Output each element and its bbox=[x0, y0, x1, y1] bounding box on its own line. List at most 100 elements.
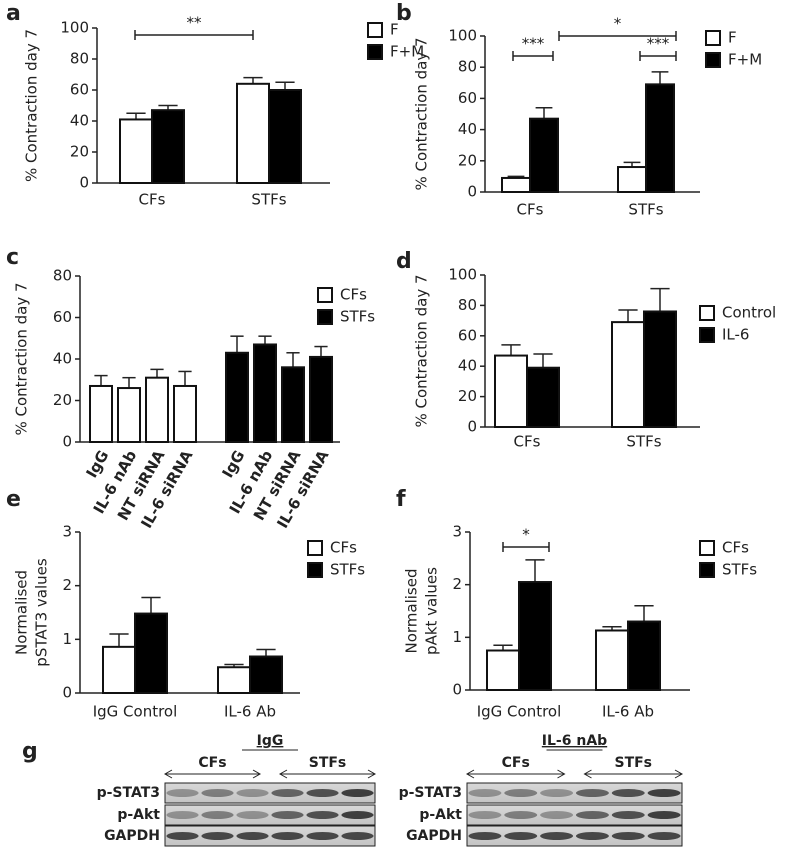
bar bbox=[501, 176, 531, 194]
legend-label: F bbox=[390, 21, 399, 39]
blot-band bbox=[341, 811, 374, 819]
blot-band bbox=[166, 789, 199, 797]
y-tick-label: 60 bbox=[458, 89, 477, 107]
blot-band bbox=[504, 789, 538, 797]
bar bbox=[236, 82, 270, 184]
group-label: CFs bbox=[502, 755, 530, 771]
x-tick-label: CFs bbox=[139, 191, 166, 209]
blot-band bbox=[306, 811, 339, 819]
x-tick-label: STFs bbox=[626, 433, 661, 451]
y-tick-label: 60 bbox=[458, 326, 477, 344]
y-axis-label: pSTAT3 values bbox=[33, 558, 51, 667]
bar bbox=[173, 384, 197, 444]
panel-letter: c bbox=[6, 245, 19, 270]
bar bbox=[102, 645, 136, 695]
blot-band bbox=[611, 789, 645, 797]
y-tick-label: 20 bbox=[70, 143, 89, 161]
x-tick-label: CFs bbox=[517, 201, 544, 219]
bar bbox=[518, 581, 552, 691]
blot-band bbox=[201, 811, 234, 819]
y-tick-label: 2 bbox=[452, 575, 462, 593]
blot-strip bbox=[466, 825, 683, 847]
blot-band bbox=[575, 832, 609, 840]
blot-band bbox=[166, 811, 199, 819]
legend-swatch bbox=[705, 30, 721, 46]
panel-letter: a bbox=[6, 1, 21, 26]
legend-label: STFs bbox=[340, 308, 375, 326]
legend-label: STFs bbox=[330, 561, 365, 579]
y-axis-label: pAkt values bbox=[423, 567, 441, 655]
legend-swatch bbox=[699, 540, 715, 556]
y-tick-label: 80 bbox=[53, 267, 72, 285]
bar bbox=[145, 376, 169, 443]
legend-label: F bbox=[728, 29, 737, 47]
blot-band bbox=[236, 811, 269, 819]
y-tick-label: 100 bbox=[448, 27, 477, 45]
bar bbox=[225, 351, 249, 443]
arrow-head bbox=[278, 769, 377, 779]
blot-band bbox=[306, 789, 339, 797]
panel-letter: b bbox=[396, 1, 412, 26]
blot-title: IL-6 nAb bbox=[542, 733, 607, 749]
blot-band bbox=[271, 832, 304, 840]
blot-band bbox=[647, 832, 681, 840]
y-tick-label: 0 bbox=[62, 684, 72, 702]
legend-swatch bbox=[317, 287, 333, 303]
blot-band bbox=[271, 789, 304, 797]
bar bbox=[309, 355, 333, 443]
blot-band bbox=[468, 789, 502, 797]
legend-label: F+M bbox=[390, 43, 424, 61]
blot-band bbox=[540, 789, 574, 797]
y-tick-label: 0 bbox=[467, 418, 477, 436]
y-tick-label: 100 bbox=[448, 266, 477, 284]
group-label: CFs bbox=[198, 755, 226, 771]
significance-label: *** bbox=[522, 35, 545, 53]
blot-band bbox=[647, 789, 681, 797]
y-axis-label: % Contraction day 7 bbox=[413, 274, 431, 427]
blot-band bbox=[201, 832, 234, 840]
bar bbox=[526, 366, 560, 428]
significance-label: * bbox=[614, 15, 622, 33]
significance-label: *** bbox=[647, 35, 670, 53]
y-tick-label: 20 bbox=[458, 151, 477, 169]
blot-band bbox=[271, 811, 304, 819]
blot-band bbox=[611, 811, 645, 819]
bar bbox=[486, 649, 520, 691]
bar bbox=[529, 117, 559, 193]
legend-label: CFs bbox=[722, 539, 749, 557]
legend-label: CFs bbox=[330, 539, 357, 557]
row-label: GAPDH bbox=[104, 828, 160, 844]
legend-swatch bbox=[705, 52, 721, 68]
panel-letter: e bbox=[6, 487, 21, 512]
group-label: STFs bbox=[309, 755, 347, 771]
blot-band bbox=[341, 832, 374, 840]
legend-label: F+M bbox=[728, 51, 762, 69]
blot-band bbox=[575, 811, 609, 819]
x-tick-label: IL-6 Ab bbox=[224, 703, 276, 721]
y-axis-label: % Contraction day 7 bbox=[13, 282, 31, 435]
blot-band bbox=[306, 832, 339, 840]
legend-swatch bbox=[367, 44, 383, 60]
y-tick-label: 1 bbox=[452, 628, 462, 646]
y-tick-label: 40 bbox=[458, 120, 477, 138]
legend-label: STFs bbox=[722, 561, 757, 579]
y-tick-label: 0 bbox=[467, 183, 477, 201]
blot-band bbox=[166, 832, 199, 840]
y-tick-label: 100 bbox=[60, 19, 89, 37]
y-tick-label: 80 bbox=[458, 296, 477, 314]
x-tick-label: IgG Control bbox=[477, 703, 562, 721]
y-tick-label: 2 bbox=[62, 576, 72, 594]
y-tick-label: 3 bbox=[452, 523, 462, 541]
bar bbox=[134, 612, 168, 694]
arrow-head bbox=[163, 769, 262, 779]
legend-swatch bbox=[317, 309, 333, 325]
blot-band bbox=[468, 811, 502, 819]
legend-label: CFs bbox=[340, 286, 367, 304]
y-tick-label: 0 bbox=[62, 433, 72, 451]
y-axis-label: Normalised bbox=[13, 570, 31, 655]
arrow-head bbox=[583, 769, 684, 779]
row-label: p-STAT3 bbox=[399, 785, 462, 801]
bar bbox=[627, 620, 661, 691]
legend-swatch bbox=[367, 22, 383, 38]
panel-letter: f bbox=[396, 487, 406, 512]
